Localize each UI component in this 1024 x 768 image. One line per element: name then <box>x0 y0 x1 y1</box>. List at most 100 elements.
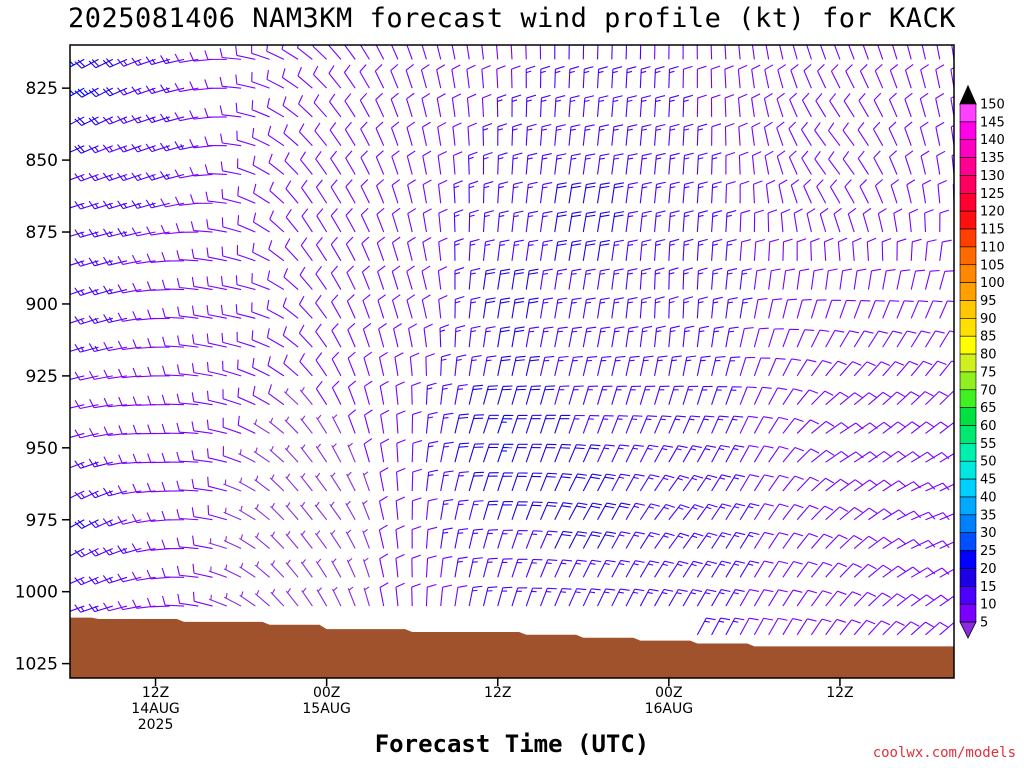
colorbar-label: 15 <box>980 580 997 595</box>
wind-barb <box>739 268 752 290</box>
wind-barb <box>440 527 453 549</box>
wind-barb <box>814 122 827 147</box>
wind-barb <box>224 592 242 607</box>
wind-barb <box>347 380 357 405</box>
wind-barb <box>668 589 688 607</box>
wind-barb <box>920 150 930 175</box>
wind-barb <box>176 565 199 578</box>
wind-barb <box>331 351 342 377</box>
wind-barb <box>554 153 567 175</box>
wind-barb <box>378 351 388 377</box>
wind-barb <box>239 591 256 607</box>
wind-barb <box>696 123 708 146</box>
wind-barb <box>925 330 945 348</box>
wind-barb <box>825 391 849 406</box>
wind-barb <box>440 556 453 578</box>
wind-barb <box>896 238 907 261</box>
wind-barb <box>284 238 299 262</box>
wind-barb <box>495 45 499 60</box>
wind-barb <box>611 415 629 434</box>
wind-barb <box>74 371 99 381</box>
wind-barb <box>391 294 401 319</box>
wind-barb <box>682 355 697 376</box>
wind-barb <box>525 181 538 204</box>
wind-barb <box>554 124 566 146</box>
wind-barb <box>896 566 921 578</box>
wind-barb <box>568 268 582 290</box>
wind-barb <box>468 180 479 204</box>
wind-barb <box>525 385 541 405</box>
wind-barb <box>768 474 789 492</box>
wind-barb <box>145 56 170 66</box>
wind-barb <box>330 472 342 492</box>
wind-barb <box>468 500 484 520</box>
wind-barb <box>904 64 914 89</box>
wind-barb <box>753 209 764 233</box>
wind-barb <box>391 207 401 233</box>
wind-barb <box>363 351 372 377</box>
wind-barb <box>160 55 185 65</box>
wind-barb <box>267 356 285 377</box>
wind-barb <box>411 583 421 607</box>
wind-barb <box>539 123 552 146</box>
wind-barb <box>539 355 555 377</box>
wind-barb <box>176 393 199 406</box>
wind-barb <box>682 65 693 89</box>
wind-barb <box>853 563 877 578</box>
wind-barb <box>70 375 85 380</box>
wind-barb <box>423 323 433 348</box>
colorbar-label: 110 <box>980 240 1005 255</box>
wind-barb <box>74 87 99 98</box>
wind-barb <box>239 562 256 578</box>
colorbar-swatch <box>959 335 977 355</box>
wind-barb <box>788 121 798 146</box>
wind-barb <box>639 153 652 175</box>
colorbar-label: 115 <box>980 223 1005 238</box>
wind-barb <box>269 474 285 492</box>
wind-barb <box>330 150 342 175</box>
wind-barb <box>511 268 525 290</box>
wind-barb <box>375 150 385 175</box>
wind-barb <box>682 415 701 434</box>
wind-barb <box>888 92 898 118</box>
wind-barb <box>117 144 142 153</box>
wind-barb <box>511 239 524 261</box>
wind-barb <box>539 94 551 117</box>
wind-barb <box>568 326 583 348</box>
wind-barb <box>467 151 478 175</box>
wind-barb <box>438 237 448 261</box>
wind-barb <box>204 108 227 118</box>
wind-barb <box>796 476 820 492</box>
wind-barb <box>911 511 936 521</box>
wind-barb <box>582 95 595 117</box>
wind-barb <box>161 251 185 262</box>
wind-barb <box>936 150 946 175</box>
wind-barb <box>696 589 717 607</box>
wind-barb <box>312 65 328 89</box>
colorbar-label: 45 <box>980 473 997 488</box>
wind-barb <box>437 122 447 146</box>
wind-barb <box>88 228 113 238</box>
wind-barb <box>582 444 601 463</box>
wind-barb <box>117 255 142 265</box>
wind-barb <box>346 265 356 290</box>
x-axis-label: Forecast Time (UTC) <box>374 730 650 758</box>
source-credit: coolwx.com/models <box>872 745 1016 761</box>
wind-barb <box>842 151 855 175</box>
wind-barb <box>753 238 766 261</box>
wind-barb <box>654 325 666 348</box>
wind-barb <box>363 438 373 463</box>
wind-barb <box>451 64 461 89</box>
wind-barb <box>828 151 841 175</box>
wind-barb <box>525 558 543 578</box>
wind-barb <box>330 179 342 204</box>
wind-barb <box>768 503 789 521</box>
colorbar-label: 5 <box>980 616 988 631</box>
wind-barb <box>596 45 599 60</box>
wind-barb <box>236 130 256 147</box>
wind-barb <box>253 183 270 204</box>
wind-barb <box>540 559 558 578</box>
wind-barb <box>378 495 388 520</box>
wind-barb <box>89 370 113 380</box>
